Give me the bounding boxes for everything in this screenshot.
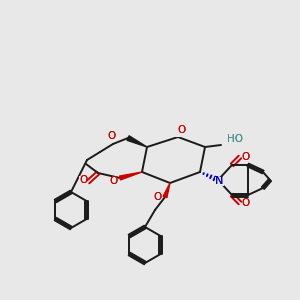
Polygon shape: [163, 183, 170, 198]
Bar: [109, 177, 117, 185]
Text: O: O: [153, 192, 161, 202]
Bar: [242, 153, 250, 161]
Text: HO: HO: [227, 134, 243, 144]
Text: O: O: [109, 176, 117, 186]
Bar: [226, 134, 244, 143]
Text: O: O: [178, 125, 186, 135]
Bar: [242, 199, 250, 207]
Polygon shape: [127, 136, 147, 147]
Text: O: O: [242, 152, 250, 162]
Text: O: O: [79, 175, 87, 185]
Text: O: O: [107, 131, 115, 141]
Bar: [107, 132, 115, 140]
Text: N: N: [215, 176, 223, 186]
Text: O: O: [242, 198, 250, 208]
Text: O: O: [79, 175, 87, 185]
Text: O: O: [153, 192, 161, 202]
Text: O: O: [107, 131, 115, 141]
Bar: [79, 176, 87, 184]
Text: O: O: [242, 152, 250, 162]
Bar: [214, 176, 224, 185]
Text: HO: HO: [227, 134, 243, 144]
Text: O: O: [178, 125, 186, 135]
Bar: [175, 129, 183, 137]
Text: O: O: [242, 198, 250, 208]
Polygon shape: [119, 172, 142, 180]
Text: O: O: [109, 176, 117, 186]
Bar: [153, 193, 161, 201]
Text: N: N: [215, 176, 223, 186]
